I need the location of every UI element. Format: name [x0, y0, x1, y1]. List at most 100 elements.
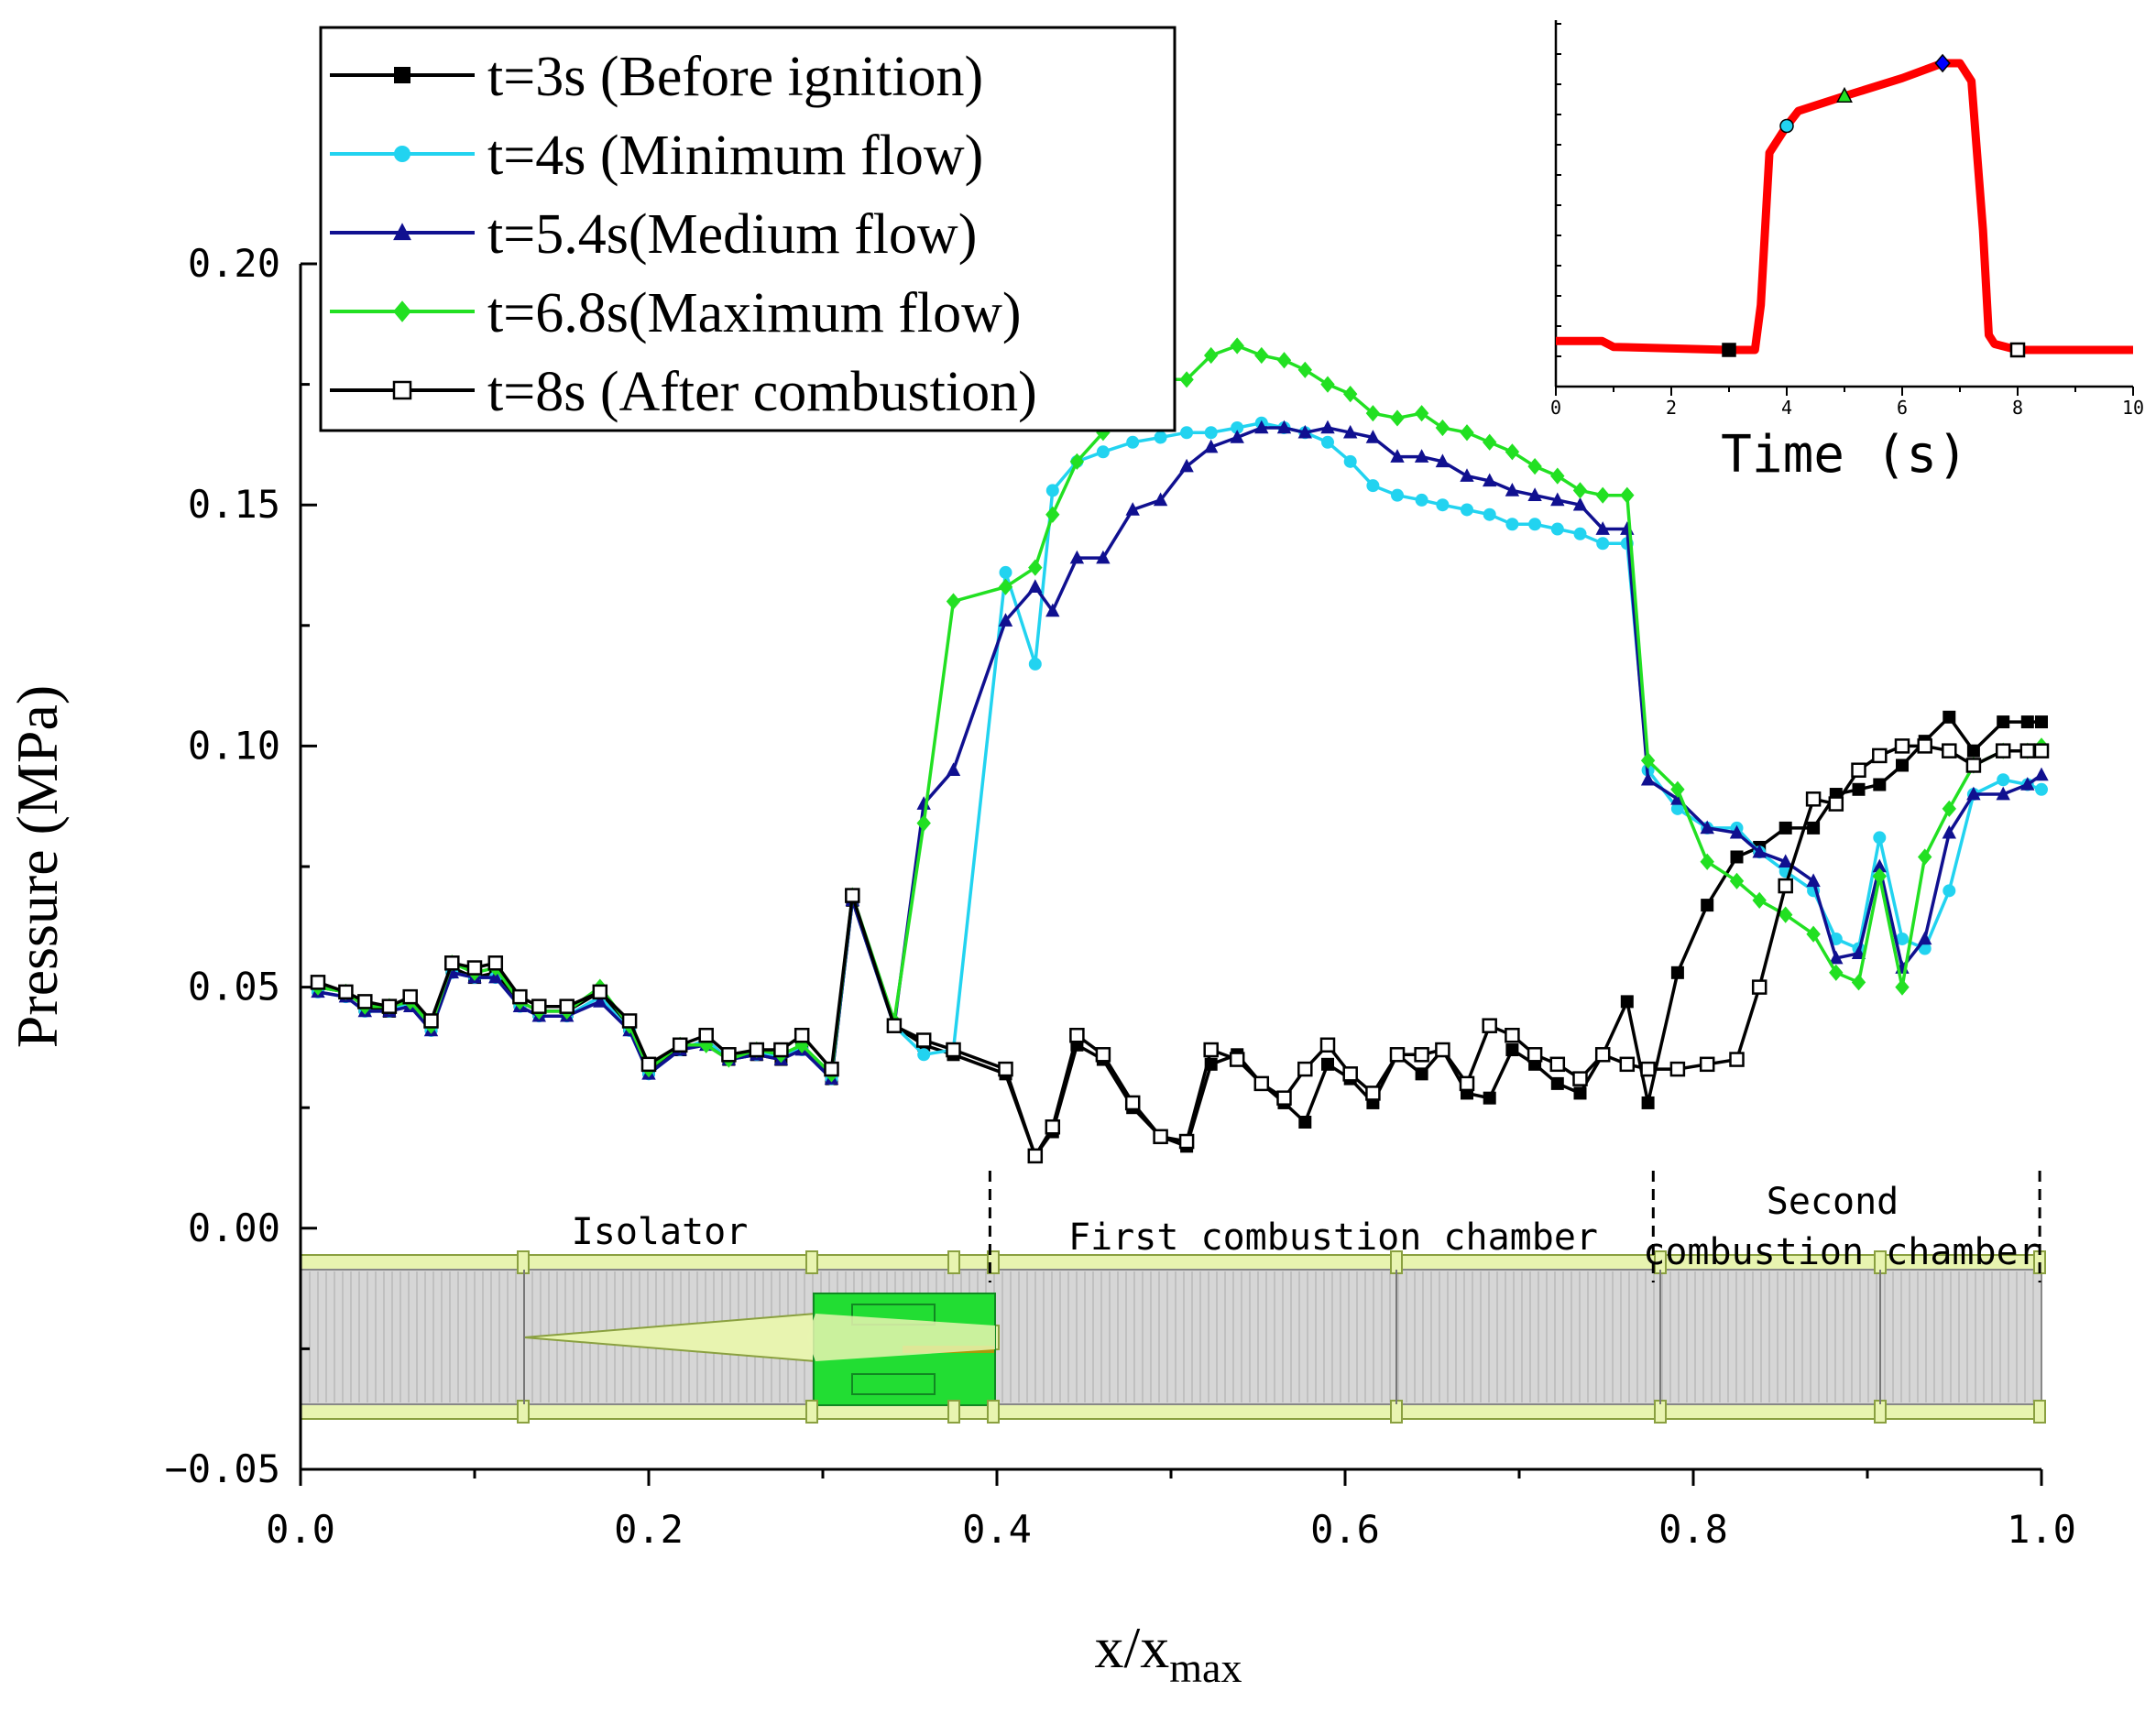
data-point	[1153, 492, 1168, 507]
x-tick-label: 0.8	[1658, 1507, 1728, 1552]
legend-label: t=6.8s(Maximum flow)	[487, 282, 1022, 344]
data-point	[1461, 503, 1473, 517]
data-point	[998, 613, 1013, 627]
data-point	[1179, 371, 1194, 388]
legend-marker	[394, 146, 410, 162]
data-point	[1851, 762, 1866, 778]
data-point	[946, 593, 961, 610]
data-point	[1483, 1091, 1496, 1105]
data-point	[1778, 906, 1793, 923]
data-point	[1204, 439, 1219, 453]
data-point	[1414, 405, 1429, 422]
inset-x-tick-label: 2	[1666, 397, 1677, 419]
inset-x-tick-label: 8	[2012, 397, 2023, 419]
y-tick-label: −0.05	[165, 1446, 280, 1491]
data-point	[1965, 758, 1982, 773]
data-point	[1343, 454, 1357, 468]
data-point	[1873, 831, 1887, 845]
data-point	[1505, 483, 1520, 496]
data-point	[1917, 738, 1932, 754]
series-line	[317, 420, 2042, 1083]
data-point	[1640, 752, 1656, 769]
series-1	[312, 710, 2048, 1162]
data-point	[621, 1013, 638, 1029]
data-point	[1896, 758, 1909, 772]
data-point	[1778, 854, 1793, 868]
region-label: combustion chamber	[1643, 1231, 2040, 1273]
data-point	[999, 565, 1012, 579]
legend-marker	[392, 380, 412, 400]
data-point	[1852, 782, 1866, 796]
data-point	[1752, 844, 1767, 858]
data-point	[2020, 777, 2035, 791]
data-point	[1365, 430, 1381, 443]
x-tick-label: 0.2	[614, 1507, 684, 1552]
data-point	[1483, 433, 1497, 451]
data-point	[1045, 1119, 1061, 1135]
data-point	[1096, 445, 1110, 459]
data-point	[1573, 527, 1587, 540]
data-point	[1389, 1047, 1406, 1063]
data-point	[1829, 964, 1844, 981]
data-point	[1943, 884, 1956, 898]
data-point	[1995, 743, 2011, 758]
data-point	[1095, 1047, 1111, 1063]
data-point	[1778, 878, 1793, 894]
data-point	[1807, 821, 1821, 835]
inset-x-tick-label: 4	[1781, 397, 1792, 419]
data-point	[1918, 931, 1932, 945]
data-point	[531, 998, 547, 1014]
data-point	[1700, 853, 1714, 870]
data-point	[1828, 796, 1844, 812]
data-point	[1549, 1056, 1566, 1073]
inset-marker	[1779, 118, 1794, 134]
data-point	[886, 1018, 903, 1033]
data-point	[1730, 850, 1744, 864]
x-tick-label: 0.4	[962, 1507, 1032, 1552]
data-point	[1391, 488, 1404, 502]
legend-marker	[394, 67, 410, 83]
data-point	[793, 1027, 810, 1043]
engine-schematic	[300, 1250, 2046, 1424]
data-point	[1414, 1047, 1429, 1063]
data-point	[1028, 657, 1042, 671]
legend: t=3s (Before ignition) t=4s (Minimum flow…	[319, 26, 1176, 432]
x-axis-label: x/xmax	[1095, 1615, 1242, 1691]
x-axis-ticks: 0.0 0.2 0.4 0.6 0.8 1.0	[266, 1469, 2076, 1552]
series-2	[312, 416, 2048, 1086]
data-point	[444, 955, 460, 971]
data-point	[1435, 1042, 1450, 1058]
data-point	[1528, 518, 1542, 531]
x-tick-label: 0.0	[266, 1507, 335, 1552]
data-point	[1204, 346, 1219, 365]
data-point	[1125, 502, 1140, 516]
data-point	[917, 1048, 931, 1062]
y-tick-label: 0.20	[188, 241, 280, 286]
y-tick-label: 0.10	[188, 723, 280, 768]
data-point	[946, 762, 961, 777]
data-point	[1045, 603, 1060, 617]
data-point	[1254, 420, 1269, 434]
data-point	[1966, 744, 1980, 758]
data-point	[1829, 950, 1844, 965]
data-point	[1669, 1061, 1686, 1077]
data-point	[2034, 767, 2049, 781]
data-point	[1319, 1037, 1336, 1053]
data-point	[1620, 486, 1635, 504]
y-axis-label: Pressure (MPa)	[5, 685, 70, 1048]
data-point	[1320, 420, 1335, 434]
data-point	[1572, 1071, 1588, 1086]
data-point	[1027, 1148, 1044, 1164]
data-point	[1254, 346, 1269, 365]
inset-x-tick-label: 6	[1897, 397, 1908, 419]
data-point	[1366, 479, 1380, 493]
data-point	[423, 1013, 439, 1029]
inset-x-tick-label: 10	[2122, 397, 2144, 419]
legend-label: t=5.4s(Medium flow)	[487, 203, 977, 266]
data-point	[915, 1032, 932, 1048]
data-point	[1069, 453, 1085, 470]
data-point	[1505, 1027, 1520, 1043]
y-axis-ticks: −0.05 0.00 0.05 0.10 0.15 0.20	[165, 241, 317, 1491]
data-point	[1806, 873, 1821, 888]
